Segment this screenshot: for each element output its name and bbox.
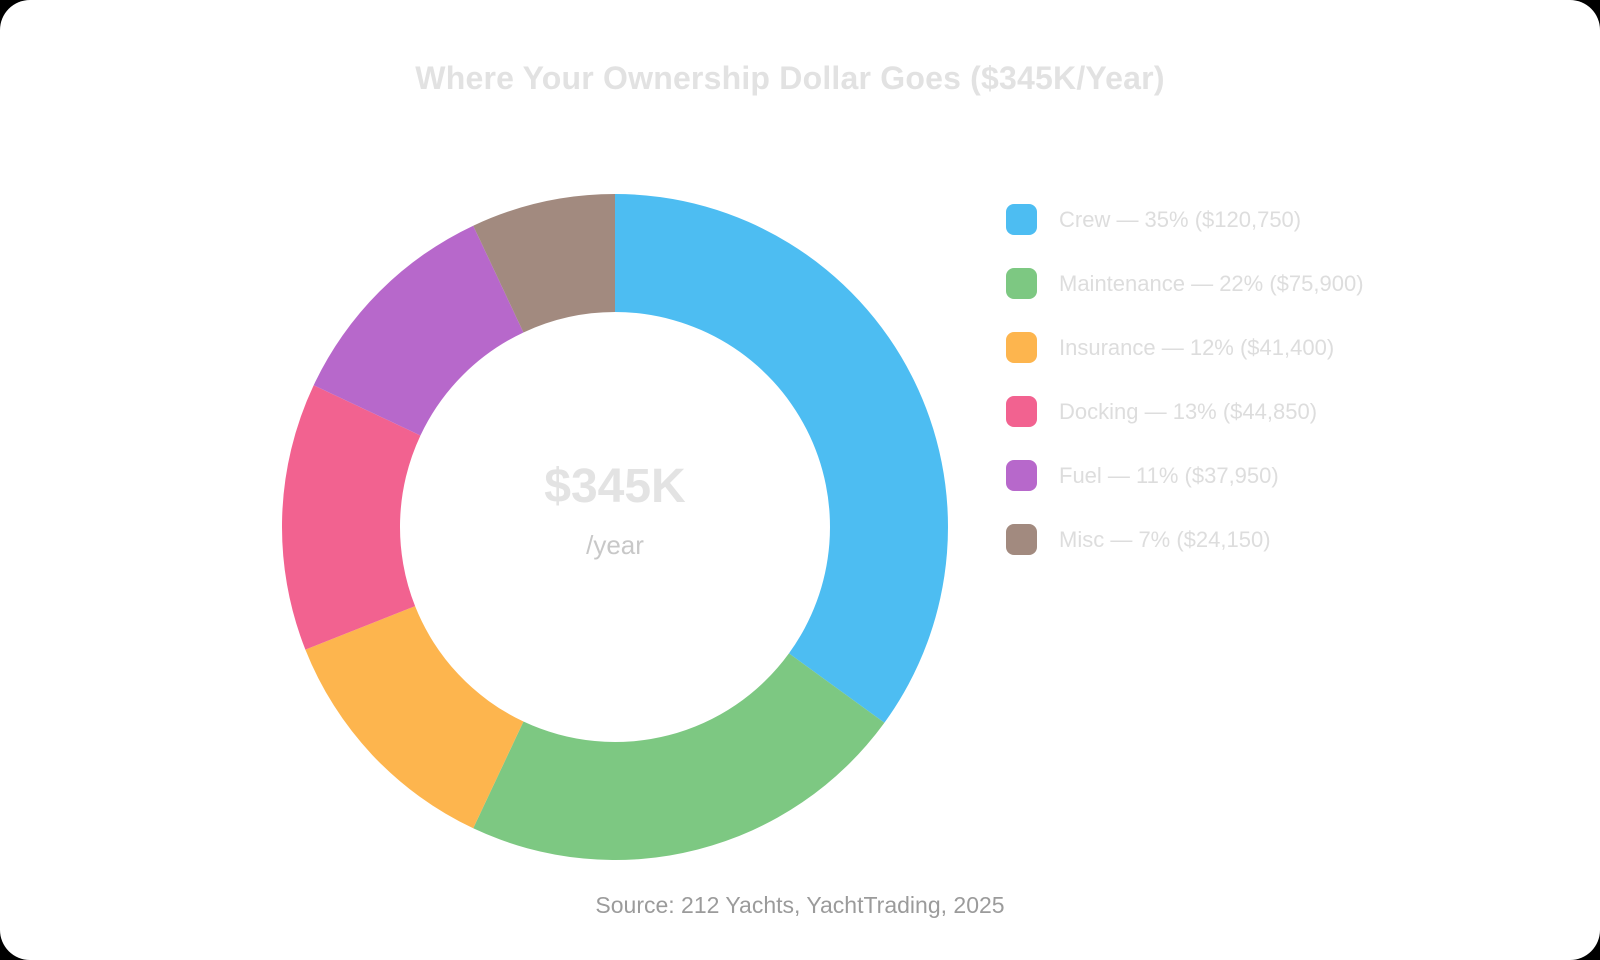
legend-item-insurance[interactable]: Insurance — 12% ($41,400) bbox=[1006, 332, 1364, 363]
legend-swatch-insurance bbox=[1006, 332, 1037, 363]
donut-segment-fuel[interactable] bbox=[313, 225, 524, 436]
donut-segment-insurance[interactable] bbox=[305, 606, 524, 829]
legend-swatch-docking bbox=[1006, 396, 1037, 427]
chart-title: Where Your Ownership Dollar Goes ($345K/… bbox=[415, 60, 1165, 96]
legend-label: Docking — 13% ($44,850) bbox=[1059, 398, 1318, 424]
legend-item-docking[interactable]: Docking — 13% ($44,850) bbox=[1006, 396, 1364, 427]
legend-item-crew[interactable]: Crew — 35% ($120,750) bbox=[1006, 204, 1364, 235]
legend-swatch-misc bbox=[1006, 524, 1037, 555]
legend-label: Maintenance — 22% ($75,900) bbox=[1059, 270, 1364, 296]
legend-swatch-fuel bbox=[1006, 460, 1037, 491]
donut-segment-docking[interactable] bbox=[281, 385, 421, 650]
legend-label: Misc — 7% ($24,150) bbox=[1059, 526, 1271, 552]
legend-item-fuel[interactable]: Fuel — 11% ($37,950) bbox=[1006, 460, 1364, 491]
legend-item-maintenance[interactable]: Maintenance — 22% ($75,900) bbox=[1006, 268, 1364, 299]
source-caption: Source: 212 Yachts, YachtTrading, 2025 bbox=[595, 892, 1005, 918]
donut-segment-maintenance[interactable] bbox=[473, 653, 885, 860]
legend-swatch-crew bbox=[1006, 204, 1037, 235]
legend-item-misc[interactable]: Misc — 7% ($24,150) bbox=[1006, 524, 1364, 555]
legend-swatch-maintenance bbox=[1006, 268, 1037, 299]
legend-label: Fuel — 11% ($37,950) bbox=[1059, 462, 1279, 488]
chart-legend: Crew — 35% ($120,750) Maintenance — 22% (… bbox=[1006, 204, 1364, 555]
donut-segment-crew[interactable] bbox=[615, 194, 948, 723]
legend-label: Crew — 35% ($120,750) bbox=[1059, 206, 1302, 232]
donut-chart bbox=[281, 194, 948, 860]
legend-label: Insurance — 12% ($41,400) bbox=[1059, 334, 1335, 360]
donut-segment-misc[interactable] bbox=[473, 194, 615, 333]
